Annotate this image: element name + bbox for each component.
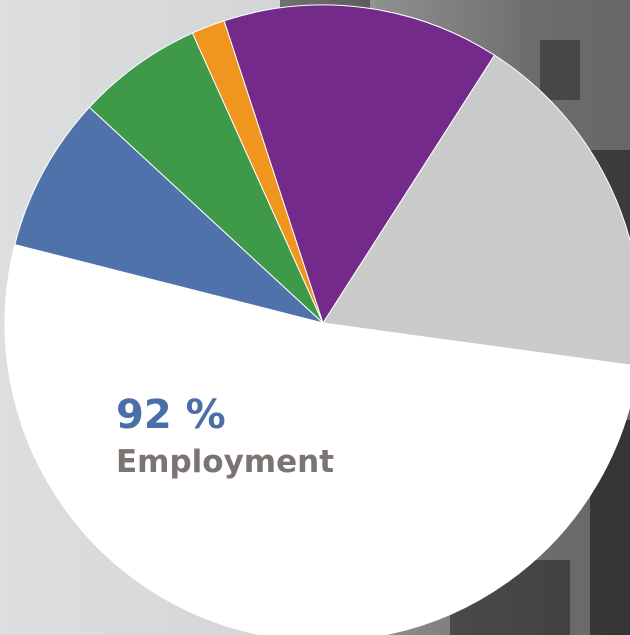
annotation: 92 % (116, 392, 226, 438)
pie (4, 4, 630, 635)
pie-slice (14, 106, 324, 324)
pie-slice (223, 4, 496, 325)
pie-slice (88, 32, 324, 324)
pie-slice (4, 243, 630, 635)
annotation-label: Employment (116, 444, 334, 480)
pie-slice (322, 54, 630, 366)
